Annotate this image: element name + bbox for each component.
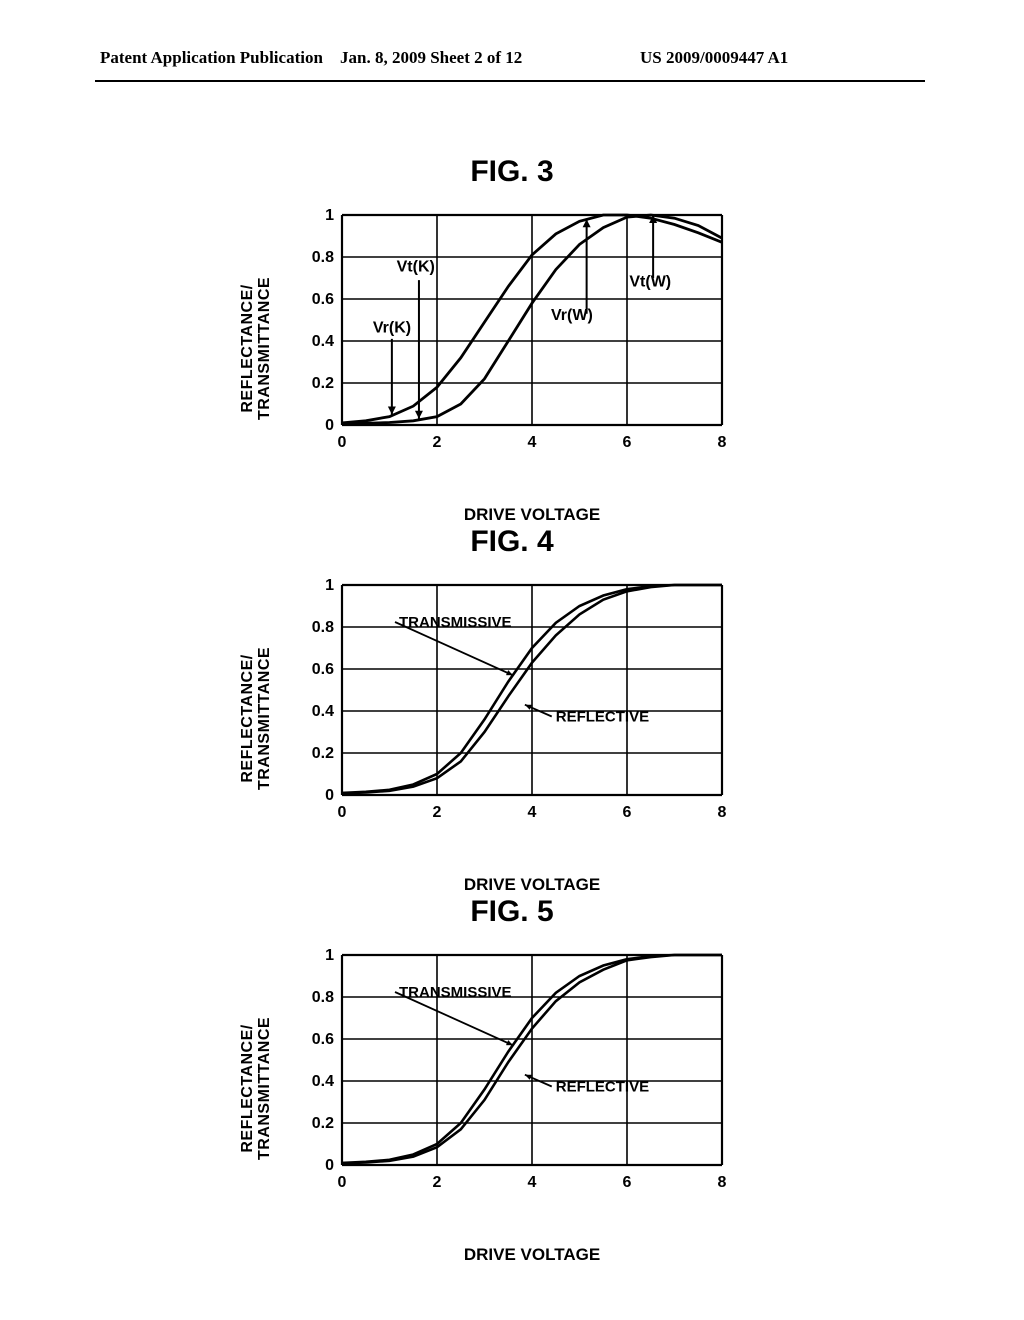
svg-text:TRANSMISSIVE: TRANSMISSIVE xyxy=(399,614,512,631)
svg-text:REFLECTIVE: REFLECTIVE xyxy=(556,709,649,726)
header-right: US 2009/0009447 A1 xyxy=(640,48,788,68)
svg-text:0.8: 0.8 xyxy=(312,249,334,266)
svg-text:1: 1 xyxy=(325,947,334,964)
svg-text:0.6: 0.6 xyxy=(312,291,334,308)
x-axis-label: DRIVE VOLTAGE xyxy=(342,875,722,895)
y-axis-label: REFLECTANCE/TRANSMITTANCE xyxy=(240,1017,274,1160)
x-axis-label: DRIVE VOLTAGE xyxy=(342,1245,722,1265)
svg-text:1: 1 xyxy=(325,207,334,224)
chart: REFLECTANCE/TRANSMITTANCE0246800.20.40.6… xyxy=(262,945,762,1215)
header-rule xyxy=(95,80,925,82)
svg-text:0.8: 0.8 xyxy=(312,619,334,636)
svg-text:4: 4 xyxy=(528,434,537,451)
chart: REFLECTANCE/TRANSMITTANCE0246800.20.40.6… xyxy=(262,575,762,845)
svg-text:0.4: 0.4 xyxy=(312,333,334,350)
svg-text:Vr(K): Vr(K) xyxy=(373,320,411,337)
x-axis-label: DRIVE VOLTAGE xyxy=(342,505,722,525)
chart: REFLECTANCE/TRANSMITTANCE0246800.20.40.6… xyxy=(262,205,762,475)
svg-text:0.2: 0.2 xyxy=(312,375,334,392)
svg-text:REFLECTIVE: REFLECTIVE xyxy=(556,1079,649,1096)
svg-text:0.2: 0.2 xyxy=(312,745,334,762)
svg-text:Vt(K): Vt(K) xyxy=(397,259,435,276)
svg-text:0: 0 xyxy=(338,804,347,821)
svg-text:2: 2 xyxy=(433,434,442,451)
page: Patent Application Publication Jan. 8, 2… xyxy=(0,0,1024,1320)
chart-svg: 0 2 4 6 8 0 0.2 0.4 0.6 0.8 1 Vr(K) Vt(K) Vr(W) Vt(W) xyxy=(262,205,742,455)
figure-title: FIG. 4 xyxy=(0,525,1024,559)
svg-text:0: 0 xyxy=(338,1174,347,1191)
svg-text:8: 8 xyxy=(718,1174,727,1191)
chart-svg: 0 2 4 6 8 0 0.2 0.4 0.6 0.8 1 TRANSMISSIVE REFLECTIV… xyxy=(262,575,742,825)
svg-text:6: 6 xyxy=(623,434,632,451)
svg-text:TRANSMISSIVE: TRANSMISSIVE xyxy=(399,984,512,1001)
svg-text:1: 1 xyxy=(325,577,334,594)
svg-text:0.4: 0.4 xyxy=(312,703,334,720)
svg-text:0: 0 xyxy=(325,1157,334,1174)
y-axis-label: REFLECTANCE/TRANSMITTANCE xyxy=(240,277,274,420)
svg-text:8: 8 xyxy=(718,804,727,821)
svg-text:0: 0 xyxy=(325,417,334,434)
svg-text:2: 2 xyxy=(433,1174,442,1191)
svg-text:0: 0 xyxy=(338,434,347,451)
svg-text:4: 4 xyxy=(528,804,537,821)
svg-text:Vr(W): Vr(W) xyxy=(551,307,593,324)
y-axis-label: REFLECTANCE/TRANSMITTANCE xyxy=(240,647,274,790)
svg-text:4: 4 xyxy=(528,1174,537,1191)
svg-text:8: 8 xyxy=(718,434,727,451)
header-center: Jan. 8, 2009 Sheet 2 of 12 xyxy=(340,48,522,68)
header-left: Patent Application Publication xyxy=(100,48,323,68)
svg-text:Vt(W): Vt(W) xyxy=(629,273,671,290)
svg-text:0.4: 0.4 xyxy=(312,1073,334,1090)
figure-title: FIG. 5 xyxy=(0,895,1024,929)
svg-text:0.2: 0.2 xyxy=(312,1115,334,1132)
figure-title: FIG. 3 xyxy=(0,155,1024,189)
svg-text:6: 6 xyxy=(623,1174,632,1191)
chart-svg: 0 2 4 6 8 0 0.2 0.4 0.6 0.8 1 TRANSMISSIVE REFLECTIV… xyxy=(262,945,742,1195)
svg-text:0: 0 xyxy=(325,787,334,804)
svg-text:0.8: 0.8 xyxy=(312,989,334,1006)
svg-text:6: 6 xyxy=(623,804,632,821)
svg-text:2: 2 xyxy=(433,804,442,821)
svg-text:0.6: 0.6 xyxy=(312,661,334,678)
svg-text:0.6: 0.6 xyxy=(312,1031,334,1048)
